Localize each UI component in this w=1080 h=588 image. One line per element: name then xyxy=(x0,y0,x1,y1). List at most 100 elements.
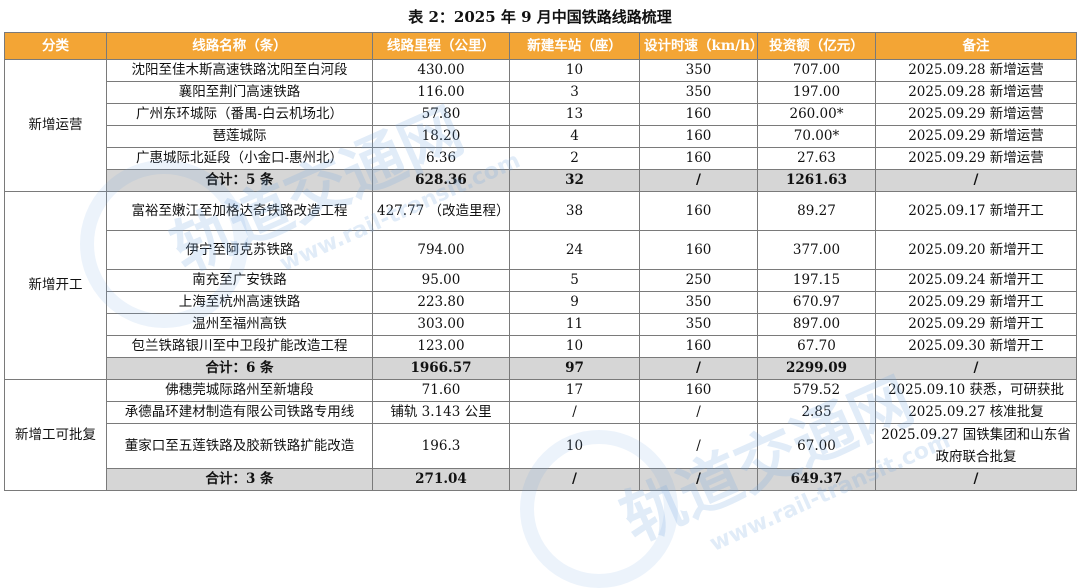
remarks: 2025.09.29 新增开工 xyxy=(875,291,1077,314)
stations: 9 xyxy=(509,291,640,314)
stations: 4 xyxy=(509,125,640,148)
table-row: 新增开工 富裕至嫩江至加格达奇铁路改造工程 427.77 （改造里程） 38 1… xyxy=(4,191,1077,380)
table-row: 上海至杭州高速铁路 223.80 9 350 670.97 2025.09.29… xyxy=(5,291,1077,314)
remarks: 2025.09.28 新增运营 xyxy=(875,81,1077,104)
investment: 197.15 xyxy=(757,269,876,292)
line-name: 襄阳至荆门高速铁路 xyxy=(106,81,373,104)
stations: / xyxy=(509,401,640,424)
total-investment: 1261.63 xyxy=(757,169,876,192)
stations: 24 xyxy=(509,230,640,270)
remarks: 2025.09.30 新增开工 xyxy=(875,335,1077,358)
line-name: 南充至广安铁路 xyxy=(106,269,373,292)
mileage: 95.00 xyxy=(372,269,510,292)
table-row: 承德晶环建材制造有限公司铁路专用线 铺轨 3.143 公里 / / 2.85 2… xyxy=(5,401,1077,424)
total-row: 合计：5 条 628.36 32 / 1261.63 / xyxy=(5,169,1077,192)
investment: 2.85 xyxy=(757,401,876,424)
total-label: 合计：3 条 xyxy=(106,468,373,491)
investment: 27.63 xyxy=(757,147,876,170)
line-name: 广州东环城际（番禺-白云机场北） xyxy=(106,103,373,126)
mileage: 123.00 xyxy=(372,335,510,358)
total-mileage: 1966.57 xyxy=(372,357,510,380)
mileage: 116.00 xyxy=(372,81,510,104)
investment: 377.00 xyxy=(757,230,876,270)
total-remarks: / xyxy=(875,468,1077,491)
remarks: 2025.09.17 新增开工 xyxy=(875,191,1077,231)
stations: 13 xyxy=(509,103,640,126)
mileage: 196.3 xyxy=(372,423,510,469)
line-name: 沈阳至佳木斯高速铁路沈阳至白河段 xyxy=(106,59,373,82)
header-speed: 设计时速（km/h） xyxy=(639,32,758,60)
remarks: 2025.09.29 新增开工 xyxy=(875,313,1077,336)
stations: 2 xyxy=(509,147,640,170)
remarks: 2025.09.10 获悉，可研获批 xyxy=(875,379,1077,402)
total-investment: 2299.09 xyxy=(757,357,876,380)
investment: 579.52 xyxy=(757,379,876,402)
speed: 160 xyxy=(639,191,758,231)
line-name: 琶莲城际 xyxy=(106,125,373,148)
speed: 350 xyxy=(639,59,758,82)
header-investment: 投资额（亿元） xyxy=(757,32,876,60)
total-mileage: 628.36 xyxy=(372,169,510,192)
table-row: 广惠城际北延段（小金口-惠州北） 6.36 2 160 27.63 2025.0… xyxy=(5,147,1077,170)
table-row: 广州东环城际（番禺-白云机场北） 57.80 13 160 260.00* 20… xyxy=(5,103,1077,126)
table-row: 新增工可批复 佛穗莞城际路州至新塘段 71.60 17 160 579.52 2… xyxy=(4,379,1077,491)
line-name: 伊宁至阿克苏铁路 xyxy=(106,230,373,270)
speed: 160 xyxy=(639,335,758,358)
total-remarks: / xyxy=(875,169,1077,192)
stations: 11 xyxy=(509,313,640,336)
investment: 67.70 xyxy=(757,335,876,358)
speed: 160 xyxy=(639,147,758,170)
remarks: 2025.09.24 新增开工 xyxy=(875,269,1077,292)
header-remarks: 备注 xyxy=(875,32,1077,60)
stations: 10 xyxy=(509,335,640,358)
total-speed: / xyxy=(639,468,758,491)
speed: 160 xyxy=(639,103,758,126)
total-speed: / xyxy=(639,169,758,192)
remarks: 2025.09.29 新增运营 xyxy=(875,103,1077,126)
speed: 160 xyxy=(639,379,758,402)
total-label: 合计：5 条 xyxy=(106,169,373,192)
speed: 350 xyxy=(639,81,758,104)
investment: 260.00* xyxy=(757,103,876,126)
speed: / xyxy=(639,423,758,469)
stations: 10 xyxy=(509,59,640,82)
category-cell: 新增工可批复 xyxy=(4,379,107,491)
mileage: 427.77 （改造里程） xyxy=(372,191,510,231)
table-row: 包兰铁路银川至中卫段扩能改造工程 123.00 10 160 67.70 202… xyxy=(5,335,1077,358)
line-name: 包兰铁路银川至中卫段扩能改造工程 xyxy=(106,335,373,358)
mileage: 223.80 xyxy=(372,291,510,314)
header-category: 分类 xyxy=(4,32,107,60)
investment: 707.00 xyxy=(757,59,876,82)
stations: 3 xyxy=(509,81,640,104)
total-label: 合计：6 条 xyxy=(106,357,373,380)
total-row: 合计：6 条 1966.57 97 / 2299.09 / xyxy=(5,357,1077,380)
total-investment: 649.37 xyxy=(757,468,876,491)
table-row: 琶莲城际 18.20 4 160 70.00* 2025.09.29 新增运营 xyxy=(5,125,1077,148)
speed: 250 xyxy=(639,269,758,292)
total-remarks: / xyxy=(875,357,1077,380)
investment: 670.97 xyxy=(757,291,876,314)
investment: 70.00* xyxy=(757,125,876,148)
table-row: 温州至福州高铁 303.00 11 350 897.00 2025.09.29 … xyxy=(5,313,1077,336)
mileage: 铺轨 3.143 公里 xyxy=(372,401,510,424)
speed: 350 xyxy=(639,313,758,336)
line-name: 董家口至五莲铁路及胶新铁路扩能改造 xyxy=(106,423,373,469)
mileage: 71.60 xyxy=(372,379,510,402)
investment: 897.00 xyxy=(757,313,876,336)
speed: 160 xyxy=(639,125,758,148)
category-cell: 新增开工 xyxy=(4,191,107,380)
table-row: 南充至广安铁路 95.00 5 250 197.15 2025.09.24 新增… xyxy=(5,269,1077,292)
railway-lines-table: 分类 线路名称（条） 线路里程（公里） 新建车站（座） 设计时速（km/h） 投… xyxy=(4,32,1077,491)
remarks: 2025.09.29 新增运营 xyxy=(875,147,1077,170)
line-name: 温州至福州高铁 xyxy=(106,313,373,336)
remarks: 2025.09.27 国铁集团和山东省政府联合批复 xyxy=(875,423,1077,469)
remarks: 2025.09.27 核准批复 xyxy=(875,401,1077,424)
remarks: 2025.09.28 新增运营 xyxy=(875,59,1077,82)
investment: 197.00 xyxy=(757,81,876,104)
line-name: 富裕至嫩江至加格达奇铁路改造工程 xyxy=(106,191,373,231)
total-stations: 32 xyxy=(509,169,640,192)
header-row: 分类 线路名称（条） 线路里程（公里） 新建车站（座） 设计时速（km/h） 投… xyxy=(4,32,1077,60)
remarks: 2025.09.29 新增运营 xyxy=(875,125,1077,148)
total-speed: / xyxy=(639,357,758,380)
speed: / xyxy=(639,401,758,424)
